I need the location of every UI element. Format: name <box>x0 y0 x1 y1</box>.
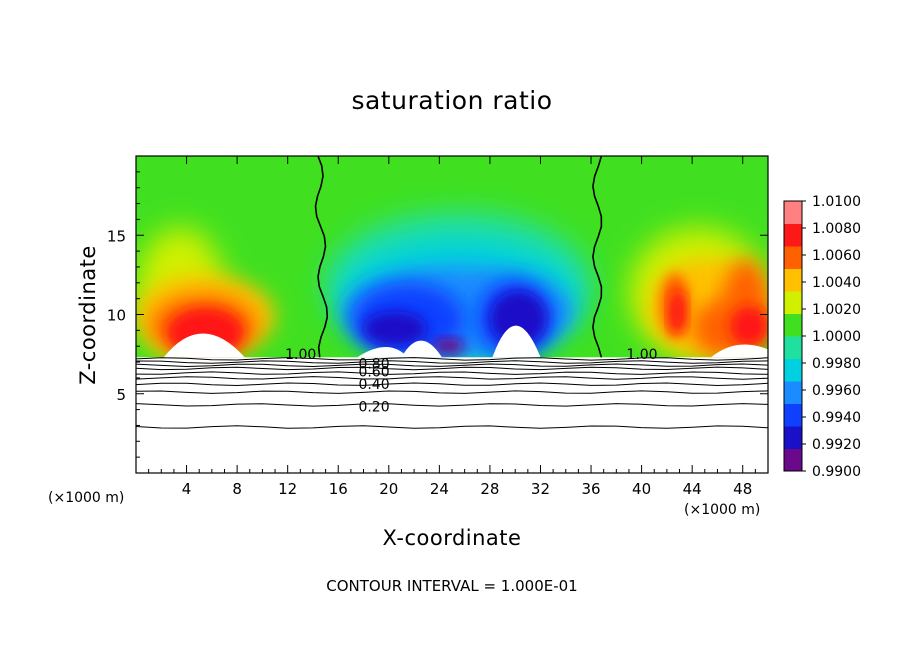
y-tick-label-2: 15 <box>107 227 126 245</box>
colorbar-label-7: 0.9960 <box>812 383 861 399</box>
contour-label-5: 1.00 <box>626 347 657 363</box>
colorbar-swatch-4 <box>784 358 802 382</box>
contour-line-6 <box>136 382 768 387</box>
colorbar-label-1: 1.0080 <box>812 221 861 237</box>
colorbar-swatch-2 <box>784 403 802 427</box>
x-tick-label-7: 32 <box>531 480 550 498</box>
contour-label-0: 1.00 <box>285 347 316 363</box>
contour-1-00-line-1 <box>592 156 603 358</box>
colorbar-label-5: 1.0000 <box>812 329 861 345</box>
contour-label-4: 0.20 <box>358 399 389 415</box>
field-region-9 <box>489 290 547 347</box>
contour-line-2 <box>136 363 768 368</box>
x-tick-label-0: 4 <box>182 480 192 498</box>
x-tick-label-2: 12 <box>278 480 297 498</box>
y-tick-label-0: 5 <box>116 386 126 404</box>
contour-1-00-line-0 <box>314 156 329 358</box>
contour-line-4 <box>136 371 768 375</box>
colorbar-label-2: 1.0060 <box>812 248 861 264</box>
colorbar-label-10: 0.9900 <box>812 464 861 480</box>
contour-label-2: 0.60 <box>358 365 389 381</box>
contour-line-3 <box>136 366 768 371</box>
x-tick-label-8: 36 <box>581 480 600 498</box>
colorbar-label-4: 1.0020 <box>812 302 861 318</box>
x-tick-label-11: 48 <box>733 480 752 498</box>
x-tick-label-10: 44 <box>683 480 702 498</box>
hump-2 <box>357 346 408 358</box>
x-tick-label-9: 40 <box>632 480 651 498</box>
contour-label-1: 0.80 <box>358 357 389 373</box>
contour-interval-note: CONTOUR INTERVAL = 1.000E-01 <box>326 577 578 595</box>
field-group: 1.00 0.800.600.40 0.20 1.00 <box>136 156 768 473</box>
colorbar-swatch-11 <box>784 201 802 224</box>
colorbar-label-6: 0.9980 <box>812 356 861 372</box>
colorbar-swatch-0 <box>784 448 802 472</box>
colorbar-label-8: 0.9940 <box>812 410 861 426</box>
x-tick-label-6: 28 <box>480 480 499 498</box>
colorbar-swatch-1 <box>784 426 802 449</box>
contour-line-7 <box>136 390 768 394</box>
x-tick-label-1: 8 <box>232 480 242 498</box>
field-region-18 <box>669 290 686 334</box>
hump-5 <box>711 344 768 358</box>
x-tick-label-5: 24 <box>430 480 449 498</box>
colorbar-label-9: 0.9920 <box>812 437 861 453</box>
colorbar-swatch-5 <box>784 336 802 359</box>
contour-line-1 <box>136 360 768 364</box>
y-unit-label: (×1000 m) <box>48 490 125 506</box>
colorbar-swatch-3 <box>784 381 802 404</box>
contour-line-0 <box>136 357 768 361</box>
colorbar-swatch-8 <box>784 268 802 292</box>
field-region-11 <box>433 338 465 355</box>
x-unit-label: (×1000 m) <box>684 502 761 518</box>
colorbar-label-0: 1.0100 <box>812 194 861 210</box>
contour-line-9 <box>136 425 768 429</box>
colorbar-swatch-7 <box>784 291 802 314</box>
contour-line-8 <box>136 403 768 407</box>
left-hump <box>163 333 245 358</box>
contour-label-3: 0.40 <box>358 377 389 393</box>
contour-line-5 <box>136 376 768 380</box>
field-region-10 <box>363 311 427 347</box>
colorbar-label-3: 1.0040 <box>812 275 861 291</box>
y-tick-label-1: 10 <box>107 307 126 325</box>
x-axis-label: X-coordinate <box>382 526 522 550</box>
hump-3 <box>401 340 442 358</box>
x-tick-label-4: 20 <box>379 480 398 498</box>
x-tick-label-3: 16 <box>329 480 348 498</box>
below-cloud-region <box>136 357 768 473</box>
colorbar-swatch-10 <box>784 223 802 247</box>
field-region-17 <box>730 306 768 347</box>
chart-title: saturation ratio <box>351 86 553 115</box>
colorbar-swatch-9 <box>784 246 802 269</box>
hump-4 <box>492 325 541 358</box>
colorbar-swatch-6 <box>784 313 802 337</box>
